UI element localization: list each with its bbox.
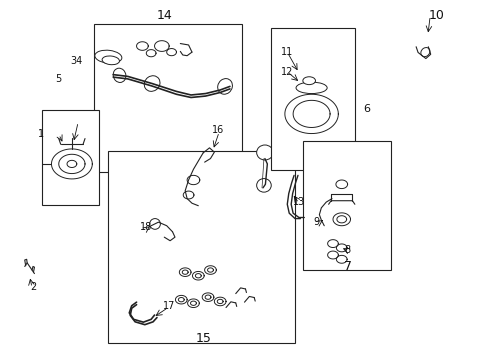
Text: 8: 8 bbox=[344, 245, 350, 255]
Text: 2: 2 bbox=[30, 282, 36, 292]
Text: 18: 18 bbox=[140, 222, 152, 232]
Ellipse shape bbox=[95, 50, 122, 63]
Text: 6: 6 bbox=[363, 104, 370, 114]
Text: 13: 13 bbox=[292, 197, 305, 207]
Text: 1: 1 bbox=[38, 129, 44, 139]
Ellipse shape bbox=[256, 145, 273, 160]
Text: 12: 12 bbox=[281, 67, 293, 77]
Bar bbox=[94, 24, 242, 172]
Ellipse shape bbox=[256, 179, 271, 192]
Bar bbox=[108, 152, 294, 342]
Polygon shape bbox=[271, 28, 355, 170]
Ellipse shape bbox=[295, 82, 326, 94]
Text: 17: 17 bbox=[163, 301, 175, 311]
Text: 11: 11 bbox=[281, 47, 293, 57]
Text: 34: 34 bbox=[70, 57, 82, 66]
Ellipse shape bbox=[102, 56, 119, 65]
Text: 9: 9 bbox=[313, 217, 319, 227]
Ellipse shape bbox=[144, 76, 160, 91]
Text: 15: 15 bbox=[195, 333, 211, 346]
Ellipse shape bbox=[113, 68, 125, 82]
Text: 5: 5 bbox=[55, 74, 61, 84]
Text: 7: 7 bbox=[344, 260, 351, 273]
Ellipse shape bbox=[420, 48, 429, 57]
Ellipse shape bbox=[149, 219, 160, 229]
Ellipse shape bbox=[302, 77, 315, 85]
Text: 10: 10 bbox=[428, 9, 444, 22]
Text: 14: 14 bbox=[156, 9, 172, 22]
Text: 16: 16 bbox=[211, 125, 224, 135]
Bar bbox=[41, 111, 99, 205]
Bar bbox=[302, 141, 390, 270]
Ellipse shape bbox=[217, 78, 232, 94]
